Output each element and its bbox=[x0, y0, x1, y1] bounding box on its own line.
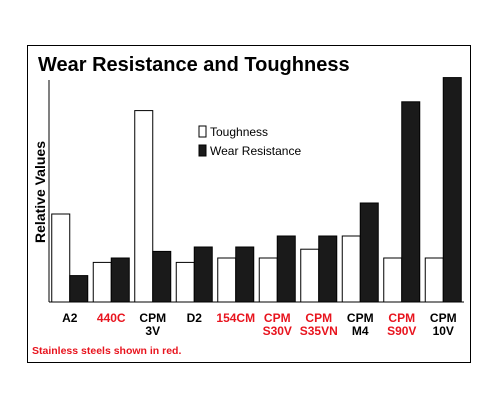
bar-wear-resistance bbox=[110, 257, 130, 303]
legend-swatch bbox=[198, 144, 207, 157]
bar-toughness bbox=[175, 261, 195, 303]
bar-wear-resistance bbox=[401, 101, 421, 303]
bar-wear-resistance bbox=[359, 202, 379, 303]
bar-toughness bbox=[300, 248, 320, 303]
y-axis-label: Relative Values bbox=[32, 141, 48, 243]
chart-title: Wear Resistance and Toughness bbox=[38, 54, 350, 76]
x-tick-label: CPM M4 bbox=[347, 311, 374, 338]
x-tick-label: A2 bbox=[62, 311, 78, 325]
chart-frame bbox=[27, 45, 471, 363]
bars-layer bbox=[51, 77, 462, 303]
bar-wear-resistance bbox=[69, 275, 89, 303]
bar-toughness bbox=[258, 257, 278, 303]
x-tick-label: 154CM bbox=[216, 311, 255, 325]
bar-toughness bbox=[424, 257, 444, 303]
bar-toughness bbox=[51, 213, 71, 303]
bar-wear-resistance bbox=[235, 246, 255, 303]
legend: Toughness Wear Resistance bbox=[198, 125, 301, 158]
legend-label: Toughness bbox=[210, 125, 268, 139]
bar-wear-resistance bbox=[152, 250, 172, 303]
x-tick-label: CPM 3V bbox=[139, 311, 166, 338]
x-tick-label: D2 bbox=[187, 311, 203, 325]
x-tick-labels: A2 440C CPM 3V D2 154CM CPM S30V CPM S35VN CPM M4 CP… bbox=[62, 311, 457, 338]
bar-toughness bbox=[92, 261, 112, 303]
bar-toughness bbox=[134, 110, 154, 303]
x-tick-label: CPM S90V bbox=[387, 311, 416, 338]
bar-toughness bbox=[341, 235, 361, 303]
bar-wear-resistance bbox=[318, 235, 338, 303]
bar-toughness bbox=[217, 257, 237, 303]
bar-wear-resistance bbox=[193, 246, 213, 303]
bar-wear-resistance bbox=[276, 235, 296, 303]
x-tick-label: CPM S30V bbox=[263, 311, 292, 338]
x-tick-label: CPM 10V bbox=[430, 311, 457, 338]
legend-label: Wear Resistance bbox=[210, 144, 301, 158]
x-tick-label: CPM S35VN bbox=[300, 311, 338, 338]
footnote: Stainless steels shown in red. bbox=[32, 345, 182, 357]
legend-swatch bbox=[198, 125, 207, 138]
bar-wear-resistance bbox=[442, 77, 462, 303]
x-tick-label: 440C bbox=[97, 311, 126, 325]
bar-toughness bbox=[383, 257, 403, 303]
